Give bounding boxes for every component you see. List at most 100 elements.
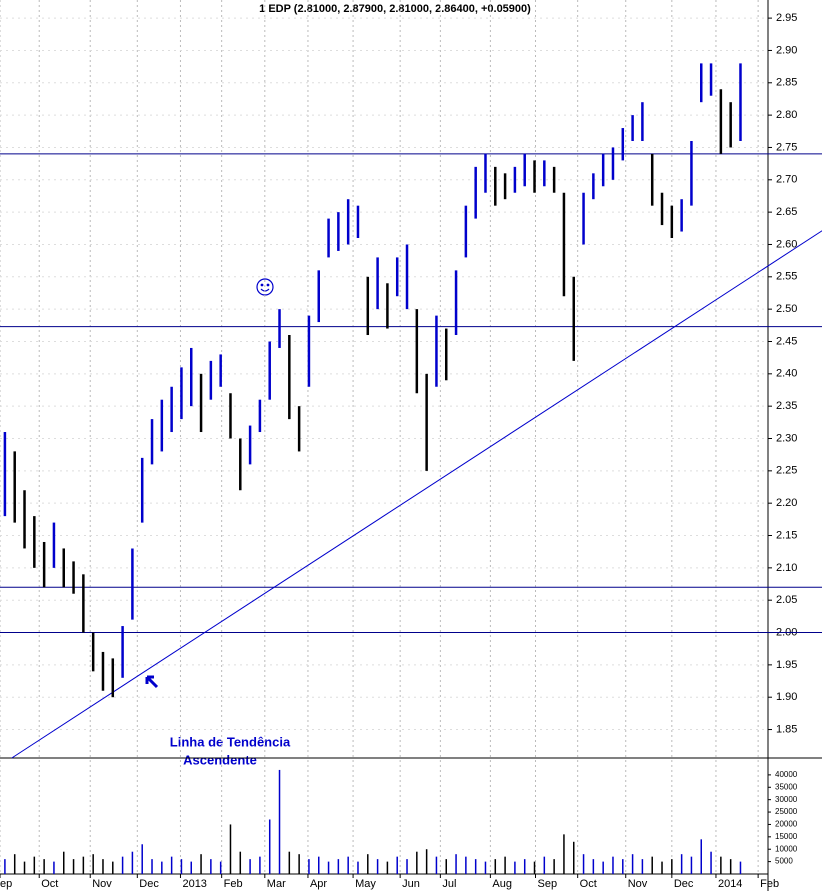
y-tick-label: 2.05 [776,594,797,606]
y-tick-label: 2.20 [776,497,797,509]
volume-bar [180,859,183,874]
y-tick-label: 2.80 [776,109,797,121]
volume-bar [229,824,232,874]
volume-bar [33,856,36,874]
y-tick-label: 2.70 [776,174,797,186]
volume-bar [259,856,261,874]
trend-line [11,230,822,759]
volume-bar [543,856,546,874]
y-tick-label: 2.55 [776,271,797,283]
x-tick-label: May [355,878,376,890]
volume-bar [151,859,153,874]
x-tick-label: Aug [492,878,512,890]
y-tick-label: 10000 [775,844,798,853]
volume-bar [4,859,6,874]
y-tick-label: 2.45 [776,335,797,347]
volume-bar [700,839,702,874]
y-tick-label: 2.40 [776,368,797,380]
volume-bar [367,854,369,874]
volume-bar [514,861,516,874]
y-tick-label: 20000 [775,820,798,829]
y-tick-label: 30000 [775,795,798,804]
volume-bar [435,856,438,874]
volume-bar [563,834,565,874]
y-tick-label: 2.95 [776,12,797,24]
x-tick-label: Mar [267,878,286,890]
x-tick-label: Jun [402,878,420,890]
annotation: Linha de Tendência [170,734,291,749]
volume-bar [455,854,457,874]
arrow [145,675,159,689]
volume-bar [651,856,653,874]
volume-bar [573,841,575,874]
volume-bar [278,769,281,874]
volume-bar [671,859,673,874]
volume-bar [386,861,389,874]
y-tick-label: 2.15 [776,529,797,541]
y-tick-label: 40000 [775,770,798,779]
y-tick-label: 1.85 [776,723,797,735]
volume-bar [720,856,722,874]
y-tick-label: 25000 [775,807,798,816]
volume-bar [43,859,45,874]
x-tick-label: 2014 [718,878,742,890]
volume-bar [318,856,320,874]
volume-bar [210,859,212,874]
volume-bar [190,861,192,874]
y-tick-label: 2.65 [776,206,797,218]
y-tick-label: 1.90 [776,691,797,703]
y-tick-label: 2.75 [776,141,797,153]
volume-bar [631,854,634,874]
volume-bar [396,856,398,874]
volume-bar [23,861,26,874]
x-tick-label: Nov [92,878,112,890]
volume-bar [465,856,467,874]
chart-title: 1 EDP (2.81000, 2.87900, 2.81000, 2.8640… [259,3,531,15]
volume-bar [357,861,359,874]
volume-bar [200,854,202,874]
y-tick-label: 15000 [775,832,798,841]
volume-bar [406,859,408,874]
volume-bar [729,859,732,874]
volume-bar [131,851,134,874]
volume-bar [622,859,624,874]
x-tick-label: 2013 [182,878,206,890]
volume-bar [249,859,251,874]
volume-bar [425,849,428,874]
x-tick-label: Oct [41,878,58,890]
volume-bar [347,856,349,874]
volume-bar [219,861,222,874]
volume-bar [53,861,55,874]
volume-bar [504,856,506,874]
volume-bar [161,861,163,874]
volume-bar [416,851,418,874]
volume-bar [92,854,94,874]
volume-bar [141,844,143,874]
volume-bar [553,859,555,874]
volume-bar [474,859,477,874]
volume-bar [710,851,712,874]
annotation: Ascendente [183,752,257,767]
volume-bar [582,854,585,874]
volume-bar [337,859,340,874]
volume-bar [288,851,291,874]
x-tick-label: Apr [310,878,327,890]
volume-bar [298,854,300,874]
volume-bar [112,861,114,874]
volume-bar [680,854,683,874]
volume-bar [494,859,497,874]
x-tick-label: Jul [442,878,456,890]
volume-bar [63,851,65,874]
x-tick-label: Feb [224,878,243,890]
y-tick-label: 1.95 [776,659,797,671]
x-tick-label: Oct [580,878,597,890]
volume-bar [13,854,16,874]
volume-bar [170,856,173,874]
volume-bar [121,856,124,874]
volume-bar [739,861,742,874]
volume-bar [445,859,447,874]
y-tick-label: 2.60 [776,238,797,250]
